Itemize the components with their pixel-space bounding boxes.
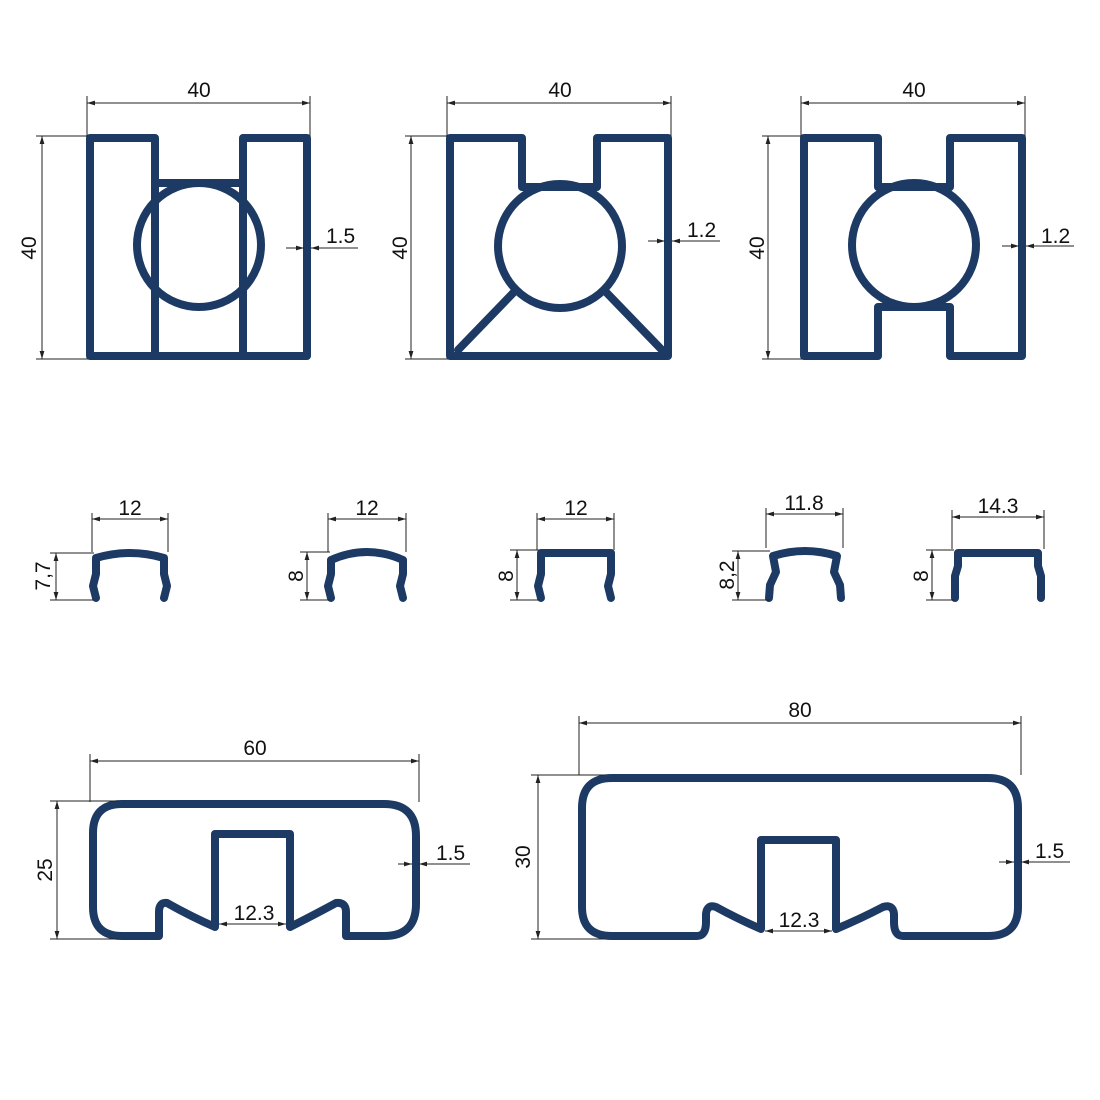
profile-1-bore [133, 179, 265, 311]
profile-2-strut-right [600, 286, 666, 354]
cover-4-width-label: 11.8 [784, 492, 823, 515]
cover-3-outline [534, 549, 615, 602]
cover-3: 12 8 [495, 497, 615, 602]
profile-1-wall-label: 1.5 [326, 225, 355, 248]
profile-1-width-label: 40 [187, 79, 210, 102]
base-profile-60-width-label: 60 [243, 737, 266, 760]
profile-2: 40 40 1.2 [389, 79, 720, 360]
cover-2: 12 8 [285, 497, 407, 602]
cover-2-outline [324, 548, 407, 602]
cover-5-width-label: 14.3 [978, 495, 1019, 518]
cover-4: 11.8 8,2 [716, 492, 845, 602]
base-profile-60-slot-label: 12.3 [234, 902, 275, 925]
profile-2-strut-left [454, 286, 520, 354]
profile-1-outline [86, 134, 311, 360]
cover-4-outline [765, 547, 845, 602]
profile-3-height-label: 40 [746, 236, 769, 259]
base-profile-80-wall-label: 1.5 [1035, 840, 1064, 863]
base-profile-60-wall-label: 1.5 [436, 842, 465, 865]
base-profile-80-slot-label: 12.3 [779, 909, 820, 932]
profile-2-bore [494, 180, 626, 312]
cover-5-height-label: 8 [910, 570, 933, 582]
base-profile-80: 80 30 1.5 12.3 [512, 699, 1070, 940]
cover-5-outline [951, 549, 1045, 602]
cover-1: 12 7,7 [32, 497, 171, 602]
profile-3-width-label: 40 [902, 79, 925, 102]
cover-5: 14.3 8 [910, 495, 1045, 602]
profile-2-wall-label: 1.2 [687, 219, 716, 242]
cover-1-outline [89, 549, 171, 602]
profile-3-bore [848, 179, 980, 311]
profile-2-width-label: 40 [548, 79, 571, 102]
profile-3-outline [800, 134, 1026, 360]
cover-4-height-label: 8,2 [716, 560, 739, 589]
base-profile-80-outline [578, 774, 1022, 940]
cover-1-width-label: 12 [118, 497, 141, 520]
base-profile-60: 60 25 1.5 12.3 [34, 737, 470, 940]
profile-1-height-label: 40 [18, 236, 41, 259]
cover-3-width-label: 12 [564, 497, 587, 520]
base-profile-80-height-label: 30 [512, 845, 535, 868]
base-profile-60-outline [89, 800, 420, 940]
profile-2-height-label: 40 [389, 236, 412, 259]
profile-2-outline [446, 134, 672, 360]
cover-1-height-label: 7,7 [32, 561, 55, 590]
cover-3-height-label: 8 [495, 570, 518, 582]
cover-2-width-label: 12 [355, 497, 378, 520]
profile-3-wall-label: 1.2 [1041, 225, 1070, 248]
profile-1: 40 40 1.5 [18, 79, 358, 360]
profile-3: 40 40 1.2 [746, 79, 1074, 360]
base-profile-60-height-label: 25 [34, 858, 57, 881]
cover-2-height-label: 8 [285, 570, 308, 582]
base-profile-80-width-label: 80 [788, 699, 811, 722]
